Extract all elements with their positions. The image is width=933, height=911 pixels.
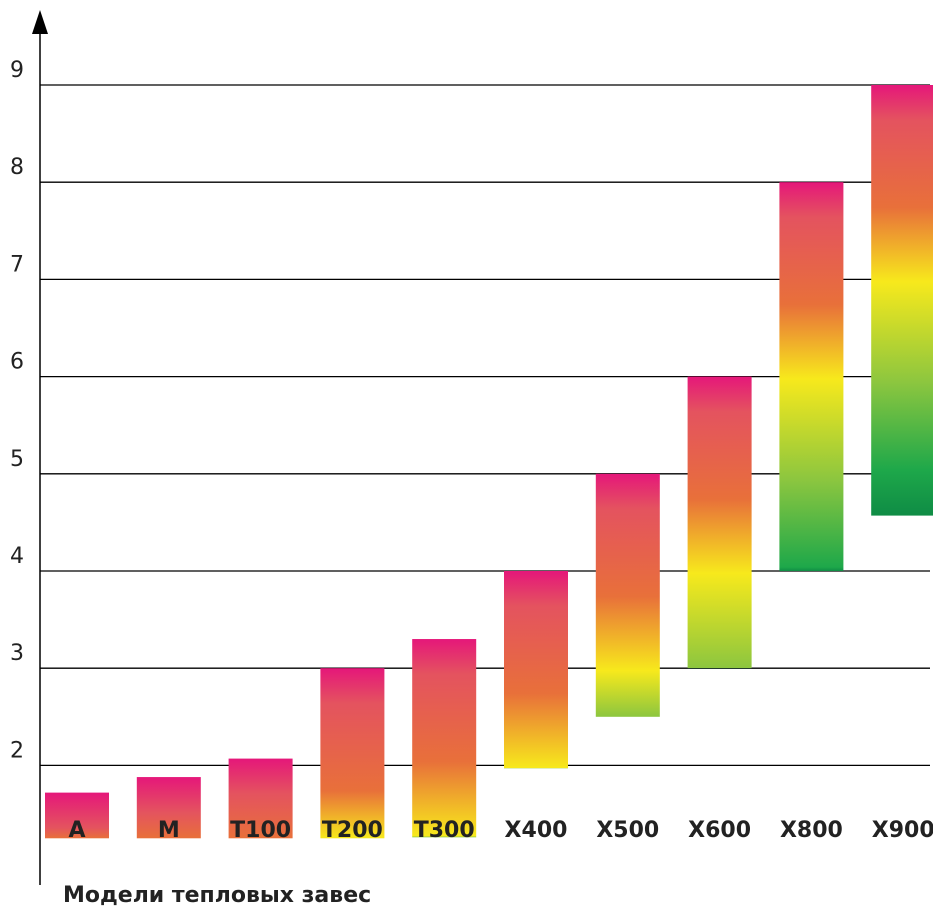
- x-category-label: T300: [414, 818, 475, 843]
- y-tick-label: 5: [10, 447, 24, 472]
- bar-x400: [504, 571, 568, 769]
- bar-x900: [871, 85, 933, 516]
- y-tick-label: 8: [10, 155, 24, 180]
- bar-t100: [228, 758, 293, 839]
- y-tick-label: 9: [10, 58, 24, 83]
- y-tick-label: 4: [10, 544, 24, 569]
- x-category-labels: A M T100 T200 T300 X400 X500 X600 X800 X900: [68, 818, 933, 843]
- x-category-label: M: [158, 818, 180, 843]
- gridlines: [40, 84, 930, 767]
- x-category-label: A: [68, 818, 85, 843]
- x-category-label: X900: [872, 818, 933, 843]
- x-category-label: T100: [230, 818, 291, 843]
- y-tick-label: 6: [10, 350, 24, 375]
- axes: [32, 10, 48, 885]
- y-tick-label: 3: [10, 641, 24, 666]
- bar-x500: [595, 473, 660, 717]
- bar-t300: [412, 639, 477, 838]
- bars: [45, 85, 933, 839]
- x-category-label: X600: [688, 818, 751, 843]
- bar-x600: [687, 376, 752, 669]
- y-axis-arrow-icon: [32, 10, 48, 34]
- bar-t200: [320, 668, 385, 839]
- x-category-label: X400: [505, 818, 568, 843]
- bar-x800: [779, 182, 844, 571]
- y-tick-label: 2: [10, 738, 24, 763]
- bar-m: [136, 777, 201, 839]
- x-category-label: X800: [780, 818, 843, 843]
- y-tick-labels: 2 3 4 5 6 7 8 9: [10, 58, 24, 763]
- y-tick-label: 7: [10, 252, 24, 277]
- x-category-label: T200: [322, 818, 383, 843]
- x-axis-title: Модели тепловых завес: [63, 883, 371, 908]
- bar-a: [45, 792, 109, 839]
- x-category-label: X500: [596, 818, 659, 843]
